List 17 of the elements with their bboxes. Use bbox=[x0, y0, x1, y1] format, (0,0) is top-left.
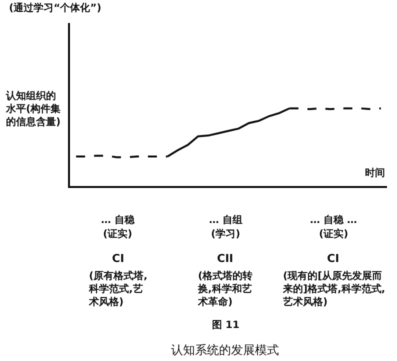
text: (原有格式塔,科学范式,艺术风格) bbox=[88, 270, 148, 308]
text: … 自稳 … bbox=[310, 214, 357, 226]
text: (现有的[从原先发展而来的]格式塔,科学范式,艺术风格) bbox=[282, 270, 386, 308]
text: CI bbox=[327, 252, 340, 265]
text: (通过学习“个体化”) bbox=[9, 2, 102, 14]
y-axis-title: 认知组织的水平(构件集的信息含量) bbox=[5, 90, 61, 128]
text: (证实) bbox=[319, 228, 348, 240]
x-axis-title: 时间 bbox=[365, 167, 385, 179]
text: (学习) bbox=[211, 228, 240, 240]
text: (格式塔的转换,科学和艺术革命) bbox=[197, 270, 253, 308]
text: CI bbox=[112, 252, 124, 265]
text: … 自稳 bbox=[101, 214, 136, 226]
text: 认知系统的发展模式 bbox=[171, 343, 279, 357]
text: CII bbox=[217, 252, 234, 265]
text: (证实) bbox=[103, 228, 132, 240]
text: … 自组 bbox=[209, 214, 242, 226]
caption: 图 11 bbox=[212, 320, 240, 331]
